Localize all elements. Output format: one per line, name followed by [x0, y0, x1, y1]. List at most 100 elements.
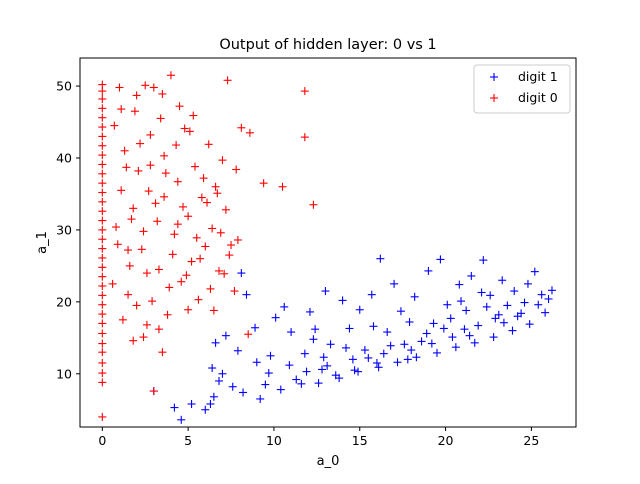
data-point-digit-0: [132, 301, 141, 310]
legend-label-digit-0: digit 0: [518, 90, 558, 105]
data-point-digit-1: [427, 339, 436, 348]
data-point-digit-0: [185, 127, 194, 136]
data-point-digit-0: [221, 205, 230, 214]
data-point-digit-0: [98, 104, 107, 113]
data-point-digit-0: [190, 162, 199, 171]
data-point-digit-1: [251, 323, 260, 332]
data-point-digit-0: [110, 121, 119, 130]
y-axis-label: a_1: [35, 231, 50, 254]
data-point-digit-1: [448, 333, 457, 342]
data-point-digit-1: [477, 288, 486, 297]
data-point-digit-0: [136, 139, 145, 148]
data-point-digit-1: [405, 317, 414, 326]
data-point-digit-1: [317, 365, 326, 374]
data-point-digit-0: [216, 228, 225, 237]
data-point-digit-1: [407, 346, 416, 355]
data-point-digit-1: [513, 312, 522, 321]
data-point-digit-1: [467, 271, 476, 280]
data-point-digit-0: [98, 141, 107, 150]
data-point-digit-0: [182, 271, 191, 280]
data-point-digit-0: [170, 230, 179, 239]
data-point-digit-1: [372, 358, 381, 367]
data-point-digit-0: [98, 113, 107, 122]
data-point-digit-1: [218, 369, 227, 378]
data-point-digit-1: [323, 361, 332, 370]
data-point-digit-0: [98, 339, 107, 348]
data-point-digit-1: [424, 266, 433, 275]
data-point-digit-1: [403, 355, 412, 364]
data-point-digit-0: [98, 132, 107, 141]
data-point-digit-1: [338, 296, 347, 305]
data-point-digit-0: [98, 282, 107, 291]
legend-marker-digit-1: [490, 73, 498, 81]
data-point-digit-1: [479, 256, 488, 265]
data-point-digit-0: [98, 197, 107, 206]
data-point-digit-1: [374, 363, 383, 372]
data-point-digit-1: [280, 302, 289, 311]
data-point-digit-0: [124, 246, 133, 255]
data-point-digit-0: [141, 81, 150, 90]
data-point-digit-0: [149, 387, 158, 396]
data-point-digit-1: [206, 399, 215, 408]
data-point-digit-0: [98, 310, 107, 319]
data-point-digit-1: [541, 308, 550, 317]
data-point-digit-0: [98, 412, 107, 421]
data-point-digit-0: [173, 220, 182, 229]
x-axis-ticks: 0 5 10 15 20 25: [98, 427, 539, 448]
data-point-digit-0: [160, 151, 169, 160]
data-point-digit-0: [132, 91, 141, 100]
data-point-digit-0: [172, 141, 181, 150]
data-point-digit-1: [209, 392, 218, 401]
data-point-digit-0: [161, 169, 170, 178]
data-point-digit-0: [175, 102, 184, 111]
data-point-digit-0: [129, 204, 138, 213]
x-tick-label: 0: [98, 433, 106, 448]
data-point-digit-0: [98, 216, 107, 225]
data-point-digit-0: [98, 378, 107, 387]
data-point-digit-0: [98, 244, 107, 253]
data-point-digit-1: [523, 279, 532, 288]
data-point-digit-0: [148, 297, 157, 306]
data-point-digit-1: [211, 338, 220, 347]
data-point-digit-0: [300, 87, 309, 96]
data-point-digit-0: [163, 310, 172, 319]
data-point-digit-1: [335, 374, 344, 383]
data-point-digit-0: [177, 277, 186, 286]
data-point-digit-1: [264, 369, 273, 378]
data-point-digit-1: [256, 394, 265, 403]
data-point-digit-0: [115, 83, 124, 92]
data-point-digit-0: [98, 272, 107, 281]
data-point-digit-0: [98, 123, 107, 132]
legend: digit 1 digit 0: [473, 64, 571, 114]
data-point-digit-0: [146, 130, 155, 139]
data-point-digit-1: [215, 376, 224, 385]
data-point-digit-0: [160, 192, 169, 201]
data-point-digit-1: [393, 358, 402, 367]
data-point-digit-0: [158, 89, 167, 98]
data-point-digit-1: [314, 379, 323, 388]
data-point-digit-1: [364, 353, 373, 362]
data-point-digit-1: [439, 324, 448, 333]
data-point-digit-1: [410, 292, 419, 301]
data-point-digit-1: [455, 280, 464, 289]
data-point-digit-1: [233, 346, 242, 355]
data-point-digit-1: [300, 349, 309, 358]
data-point-digit-0: [98, 207, 107, 216]
data-point-digit-0: [223, 76, 232, 85]
data-point-digit-1: [429, 319, 438, 328]
data-point-digit-0: [259, 179, 268, 188]
data-point-digit-0: [168, 250, 177, 259]
data-point-digit-1: [187, 399, 196, 408]
data-point-digit-1: [350, 366, 359, 375]
data-point-digit-1: [443, 300, 452, 309]
data-point-digit-0: [98, 95, 107, 103]
data-point-digit-0: [194, 295, 203, 304]
data-point-digit-0: [237, 123, 246, 132]
data-point-digit-0: [98, 179, 107, 188]
data-point-digit-0: [225, 251, 234, 260]
data-point-digit-0: [125, 261, 134, 270]
data-point-digit-0: [98, 369, 107, 378]
data-point-digit-0: [206, 284, 215, 293]
data-point-digit-0: [139, 227, 148, 236]
data-point-digit-1: [355, 305, 364, 314]
